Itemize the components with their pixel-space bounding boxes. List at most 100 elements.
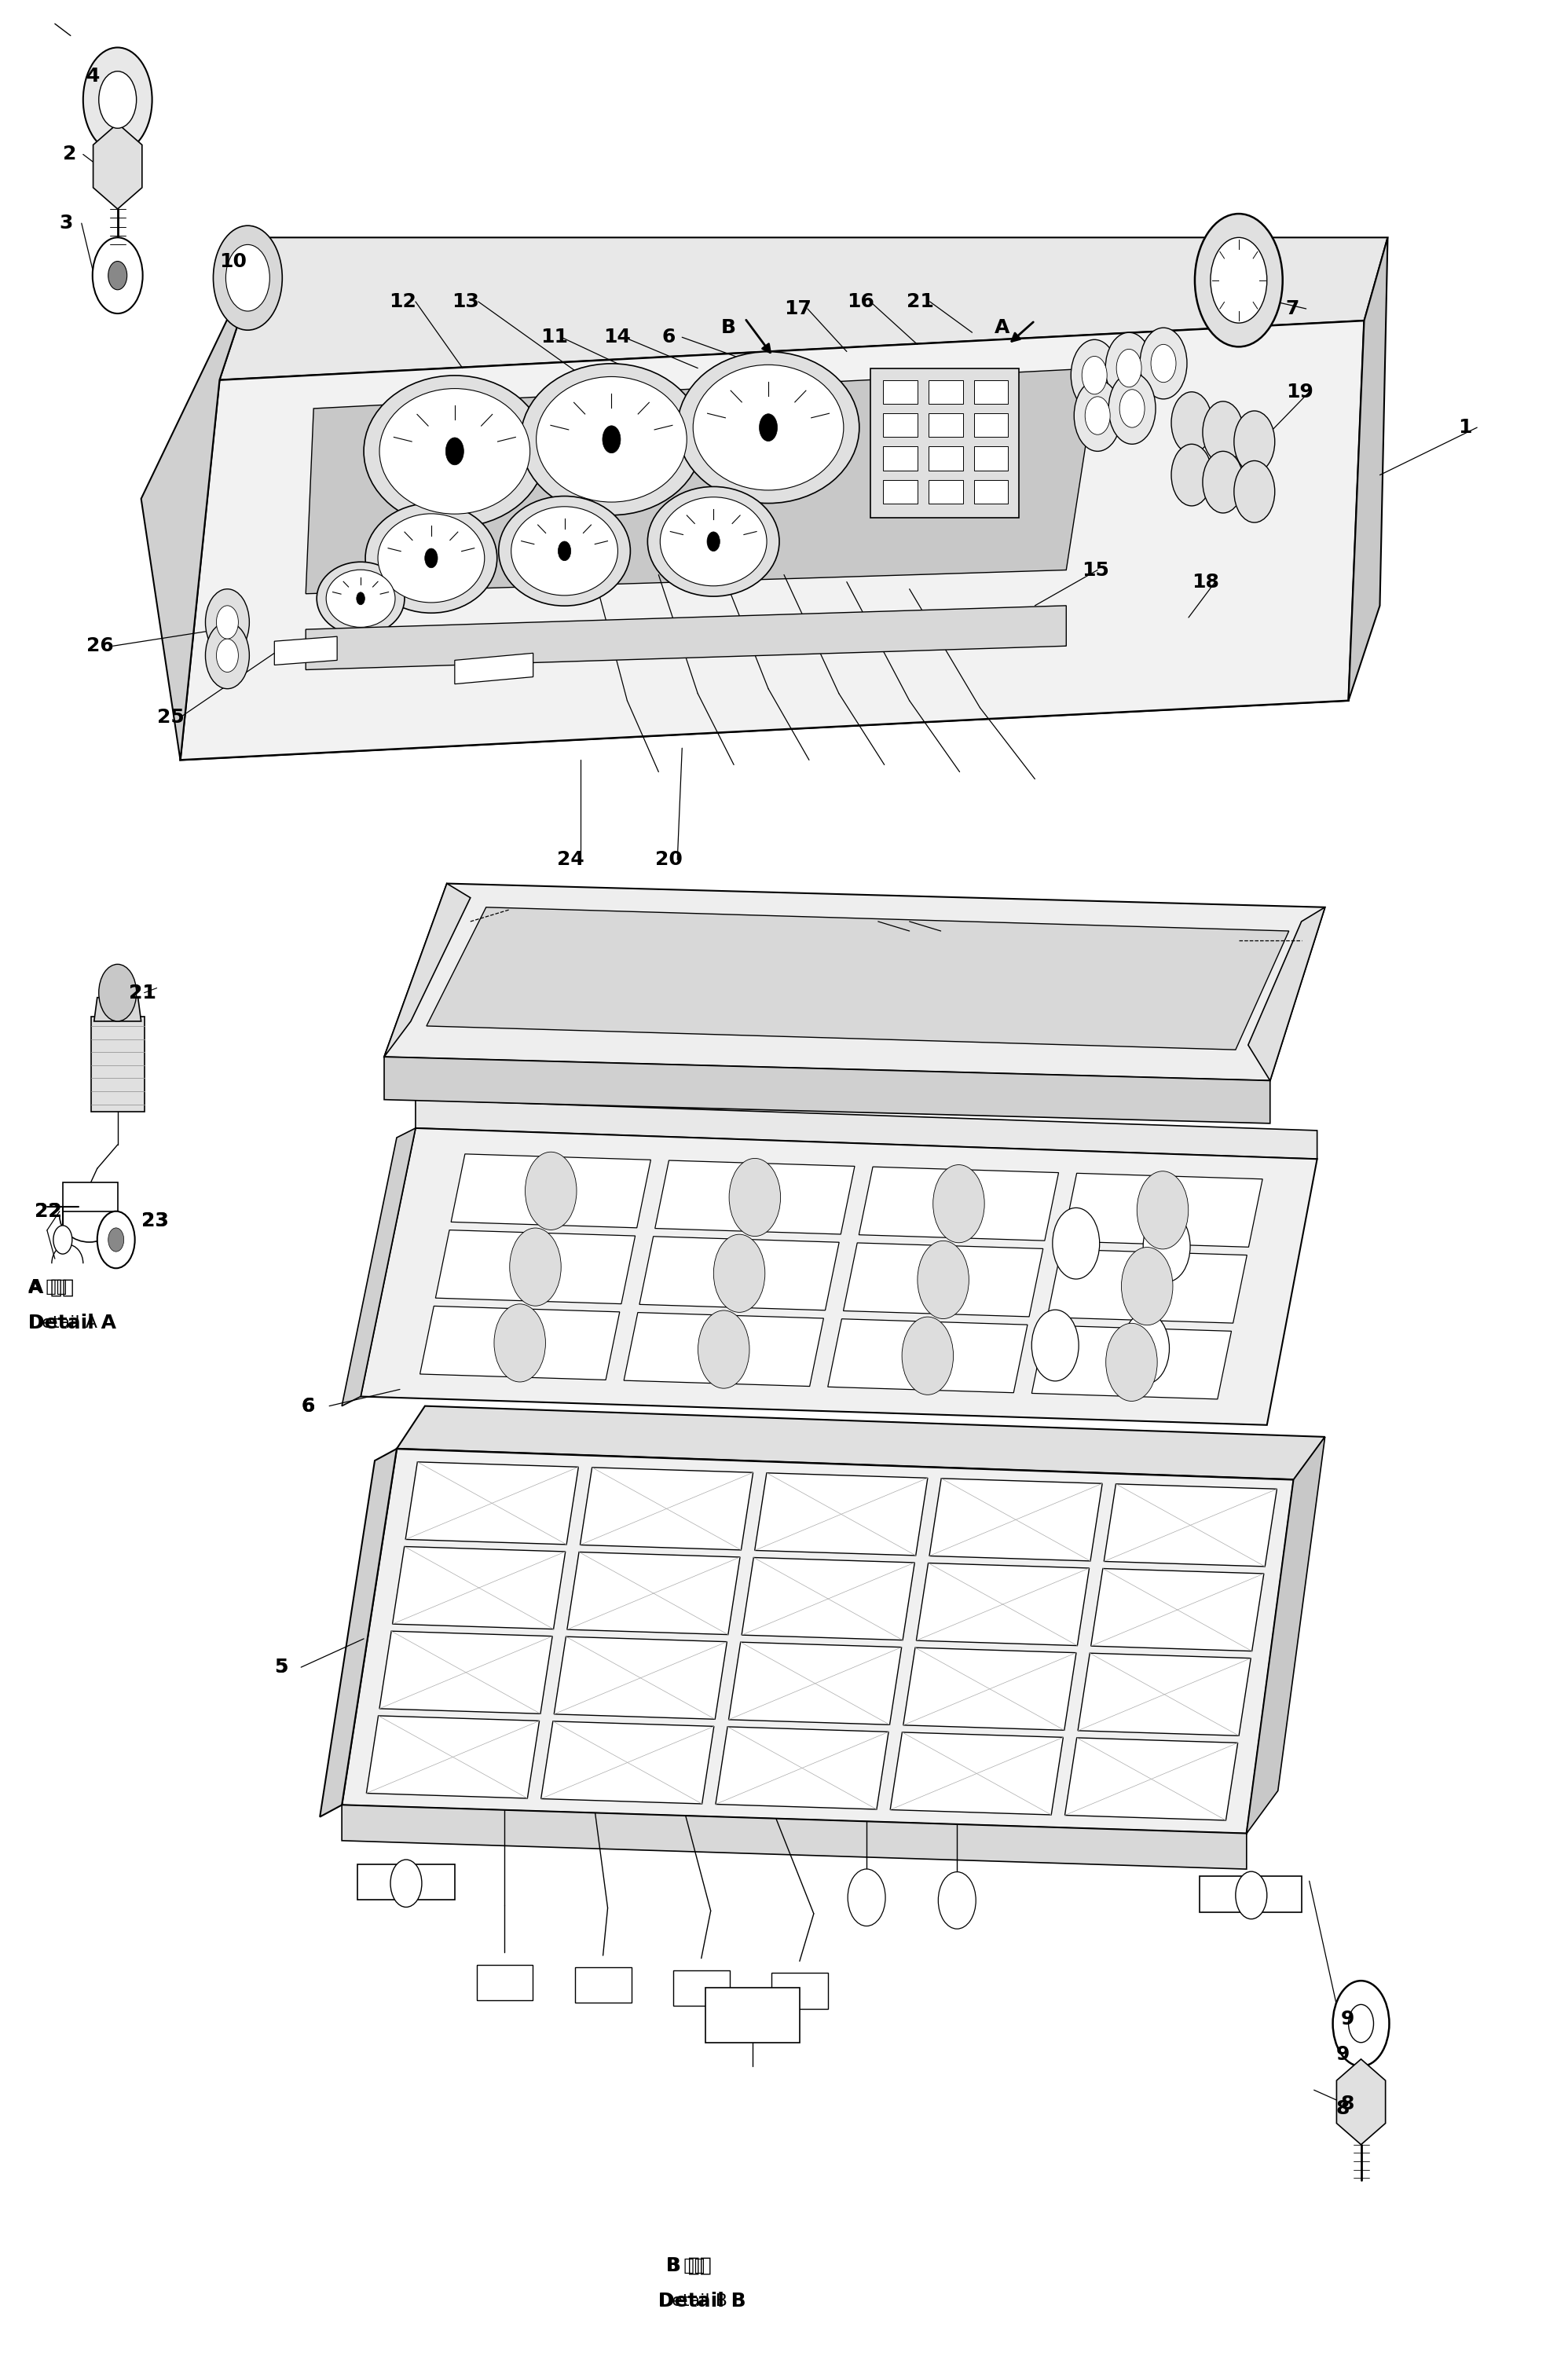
Polygon shape [930,1477,1102,1560]
Circle shape [108,1228,124,1252]
Ellipse shape [511,506,618,596]
Circle shape [108,261,127,290]
Polygon shape [1077,1653,1251,1736]
Text: 21: 21 [129,983,155,1002]
Circle shape [1105,1323,1157,1401]
Polygon shape [1247,1437,1325,1834]
Text: 16: 16 [847,292,873,311]
Text: 9: 9 [1341,2009,1355,2028]
Polygon shape [828,1318,1027,1392]
Text: 17: 17 [784,299,811,318]
Ellipse shape [379,390,530,513]
Circle shape [99,964,136,1021]
Circle shape [938,1872,975,1929]
Circle shape [1234,411,1275,473]
Circle shape [1210,238,1267,323]
Text: 23: 23 [141,1211,168,1230]
Text: 26: 26 [86,637,113,656]
Polygon shape [568,1551,740,1634]
Text: 13: 13 [452,292,478,311]
Circle shape [729,1159,781,1237]
Circle shape [917,1240,969,1318]
Circle shape [445,437,464,466]
Polygon shape [141,238,267,760]
Circle shape [1151,344,1176,382]
Circle shape [707,532,720,551]
Bar [974,380,1008,404]
Text: Detail B: Detail B [659,2292,746,2311]
Polygon shape [1091,1568,1264,1651]
Circle shape [216,639,238,672]
Polygon shape [477,1964,533,2000]
Circle shape [1116,349,1142,387]
Polygon shape [63,1183,118,1211]
Ellipse shape [378,513,485,603]
Bar [883,380,917,404]
Circle shape [1236,1872,1267,1919]
Polygon shape [903,1648,1076,1731]
Polygon shape [771,1974,828,2009]
Text: Detail A: Detail A [28,1313,116,1332]
Text: 14: 14 [604,328,630,347]
Circle shape [356,591,365,606]
Polygon shape [859,1166,1058,1240]
Text: 15: 15 [1082,560,1109,580]
Polygon shape [220,238,1388,380]
Polygon shape [541,1722,713,1805]
Bar [928,413,963,437]
Circle shape [1234,461,1275,522]
Circle shape [1348,2004,1374,2042]
Text: 8: 8 [1336,2100,1350,2118]
Polygon shape [361,1128,1317,1425]
Polygon shape [406,1463,579,1544]
Polygon shape [870,368,1019,518]
Text: 4: 4 [86,66,100,86]
Bar [974,480,1008,504]
Polygon shape [916,1563,1090,1646]
Circle shape [510,1228,561,1306]
Polygon shape [673,1971,729,2007]
Circle shape [1203,451,1243,513]
Text: A: A [994,318,1010,337]
Circle shape [1074,380,1121,451]
Polygon shape [436,1230,635,1304]
Polygon shape [715,1727,889,1810]
Circle shape [1071,340,1118,411]
Text: 7: 7 [1286,299,1300,318]
Bar [928,446,963,470]
Circle shape [1032,1309,1079,1380]
Circle shape [1137,1171,1189,1249]
Text: B: B [721,318,737,337]
Circle shape [1171,444,1212,506]
Polygon shape [452,1154,651,1228]
Circle shape [97,1211,135,1268]
Bar [883,413,917,437]
Circle shape [525,1152,577,1230]
Polygon shape [358,1864,455,1900]
Ellipse shape [365,504,497,613]
Ellipse shape [317,563,405,634]
Polygon shape [1200,1876,1301,1912]
Text: B 詳細: B 詳細 [666,2256,712,2275]
Polygon shape [342,1449,1294,1834]
Polygon shape [94,997,141,1021]
Polygon shape [1104,1484,1276,1568]
Circle shape [933,1164,985,1242]
Circle shape [390,1860,422,1907]
Polygon shape [384,1057,1270,1123]
Text: 5: 5 [274,1658,289,1677]
Circle shape [99,71,136,128]
Polygon shape [384,884,470,1057]
Polygon shape [1336,2059,1386,2145]
Text: 6: 6 [301,1396,315,1416]
Ellipse shape [648,487,779,596]
Text: 18: 18 [1192,572,1218,591]
Polygon shape [91,1017,144,1112]
Ellipse shape [364,375,546,527]
Polygon shape [93,124,143,209]
Polygon shape [416,1100,1317,1159]
Bar [974,446,1008,470]
Polygon shape [1032,1325,1231,1399]
Bar [883,446,917,470]
Polygon shape [729,1641,902,1724]
